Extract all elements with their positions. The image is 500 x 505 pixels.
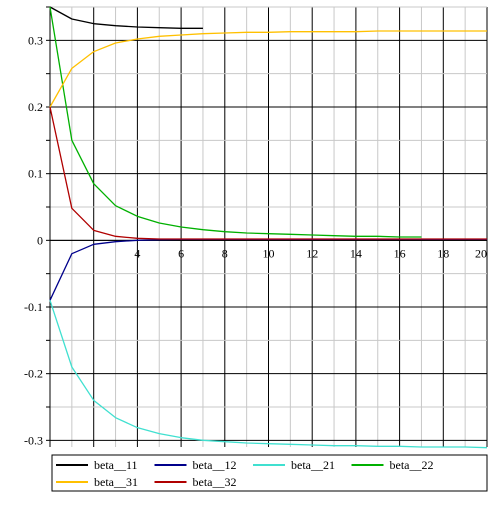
legend-box	[51, 454, 488, 492]
y-tick-label: 0.2	[28, 100, 43, 114]
series-line-beta-11	[49, 6, 203, 29]
grid	[50, 6, 488, 447]
y-tick-label: 0.3	[28, 33, 43, 47]
x-tick-label: 10	[263, 246, 275, 260]
legend-label: beta__12	[193, 458, 237, 472]
series-line-beta-21	[49, 300, 488, 449]
legend-label: beta__31	[94, 475, 138, 489]
axes	[46, 6, 487, 447]
x-tick-label: 6	[178, 246, 184, 260]
x-tick-label: 18	[437, 246, 449, 260]
x-tick-label: 12	[306, 246, 318, 260]
y-tick-label: 0.1	[28, 167, 43, 181]
legend-label: beta__32	[193, 475, 237, 489]
series-line-beta-22	[49, 6, 422, 238]
legend-label: beta__21	[291, 458, 335, 472]
series-line-beta-32	[49, 106, 487, 240]
series-lines	[49, 6, 488, 449]
legend: beta__11 beta__12 beta__21 beta__22 beta__31…	[51, 454, 488, 492]
x-tick-label: 20	[475, 246, 487, 260]
x-tick-label: 16	[394, 246, 406, 260]
tick-labels: 0.3 0.2 0.1 0 -0.1 -0.2 -0.3 4 6 8 10 12 14 16 18 20	[24, 33, 487, 447]
legend-label: beta__22	[390, 458, 434, 472]
x-tick-label: 4	[134, 246, 140, 260]
legend-label: beta__11	[94, 458, 138, 472]
x-tick-label: 8	[222, 246, 228, 260]
y-tick-label: -0.2	[24, 367, 43, 381]
y-tick-label: 0	[37, 233, 43, 247]
series-line-beta-31	[49, 30, 487, 108]
x-tick-label: 14	[350, 246, 362, 260]
y-tick-label: -0.1	[24, 300, 43, 314]
y-tick-label: -0.3	[24, 433, 43, 447]
